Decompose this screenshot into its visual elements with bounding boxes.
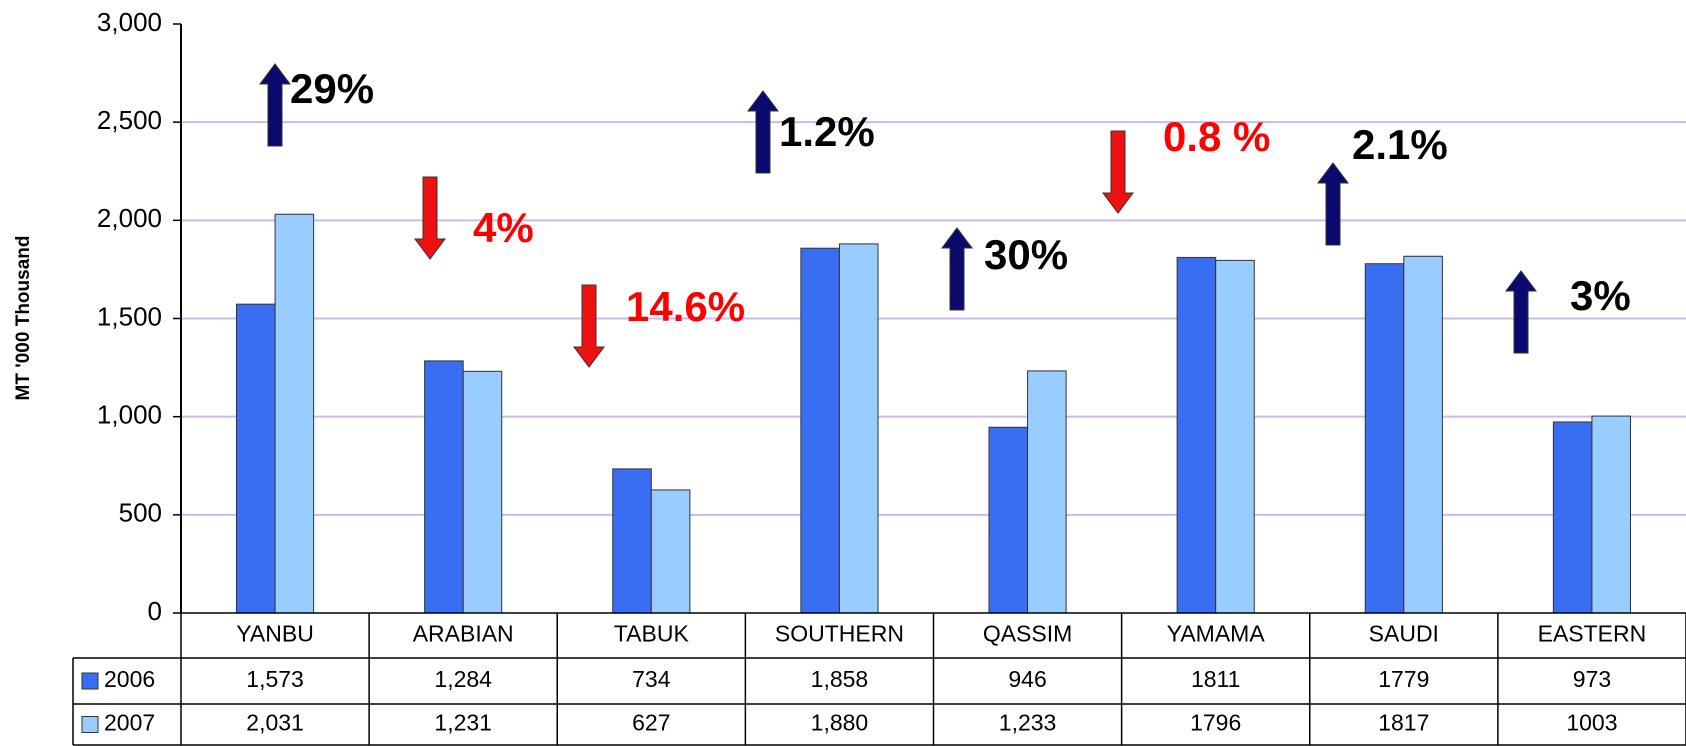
y-tick-label: 1,500 xyxy=(97,301,162,331)
trend-arrow xyxy=(1505,270,1537,354)
y-tick-label: 0 xyxy=(148,596,162,626)
bar xyxy=(1403,255,1443,614)
bar xyxy=(838,243,879,614)
trend-arrow xyxy=(259,63,291,147)
annotation: 29% xyxy=(290,65,374,112)
annotation: 4% xyxy=(473,204,534,251)
y-tick-label: 1,000 xyxy=(97,400,162,430)
bar xyxy=(1591,415,1632,614)
bar xyxy=(235,303,276,614)
legend-swatch xyxy=(81,716,99,733)
category-label: SOUTHERN xyxy=(775,621,904,647)
table-cell: 1003 xyxy=(1566,710,1617,736)
trend-arrow xyxy=(747,90,779,174)
trend-arrow xyxy=(941,227,973,311)
category-label: YANBU xyxy=(236,621,314,647)
y-tick-label: 2,000 xyxy=(97,203,162,233)
table-cell: 734 xyxy=(632,666,671,692)
table-cell: 627 xyxy=(632,710,670,736)
trend-arrow xyxy=(1317,162,1349,246)
legend-label: 2007 xyxy=(104,710,155,736)
table-cell: 1,284 xyxy=(434,666,492,692)
y-tick-label: 2,500 xyxy=(97,105,162,135)
legend-swatch xyxy=(81,672,99,690)
y-tick-label: 3,000 xyxy=(97,7,162,37)
bar xyxy=(1027,370,1067,614)
trend-arrow xyxy=(573,284,605,368)
table-cell: 1817 xyxy=(1378,710,1429,736)
bar xyxy=(650,489,691,614)
bar xyxy=(1176,256,1217,614)
bar xyxy=(800,247,840,614)
category-label: QASSIM xyxy=(983,621,1072,647)
table-cell: 1796 xyxy=(1190,710,1241,736)
annotation: 1.2% xyxy=(779,108,875,155)
table-cell: 1811 xyxy=(1191,666,1240,692)
bar xyxy=(1364,263,1405,614)
trend-arrow xyxy=(1102,130,1134,214)
table-cell: 2,031 xyxy=(246,710,304,736)
table-cell: 1,858 xyxy=(811,666,869,692)
bar xyxy=(612,468,652,614)
table-cell: 1,231 xyxy=(434,710,492,736)
bar xyxy=(1552,421,1593,614)
annotation: 30% xyxy=(984,231,1068,278)
annotation: 2.1% xyxy=(1352,121,1448,168)
annotation: 14.6% xyxy=(626,283,745,330)
table-cell: 946 xyxy=(1008,666,1046,692)
category-label: YAMAMA xyxy=(1167,621,1266,647)
annotation: 3% xyxy=(1570,272,1631,319)
annotation: 0.8 % xyxy=(1163,113,1270,160)
category-label: EASTERN xyxy=(1538,621,1647,647)
bar xyxy=(1215,259,1255,614)
bar xyxy=(274,213,315,614)
y-tick-label: 500 xyxy=(119,498,162,528)
bar xyxy=(462,370,503,614)
bar xyxy=(988,426,1029,614)
category-label: SAUDI xyxy=(1369,621,1439,647)
legend-label: 2006 xyxy=(104,666,155,692)
y-axis-label: MT '000 Thousand xyxy=(13,236,34,401)
table-cell: 1,573 xyxy=(246,666,304,692)
bar xyxy=(424,360,464,614)
trend-arrow xyxy=(414,176,446,260)
table-cell: 1,880 xyxy=(811,710,869,736)
category-label: TABUK xyxy=(614,621,690,647)
table-cell: 1779 xyxy=(1378,666,1429,692)
table-cell: 1,233 xyxy=(999,710,1057,736)
category-label: ARABIAN xyxy=(413,621,514,647)
table-cell: 973 xyxy=(1573,666,1611,692)
